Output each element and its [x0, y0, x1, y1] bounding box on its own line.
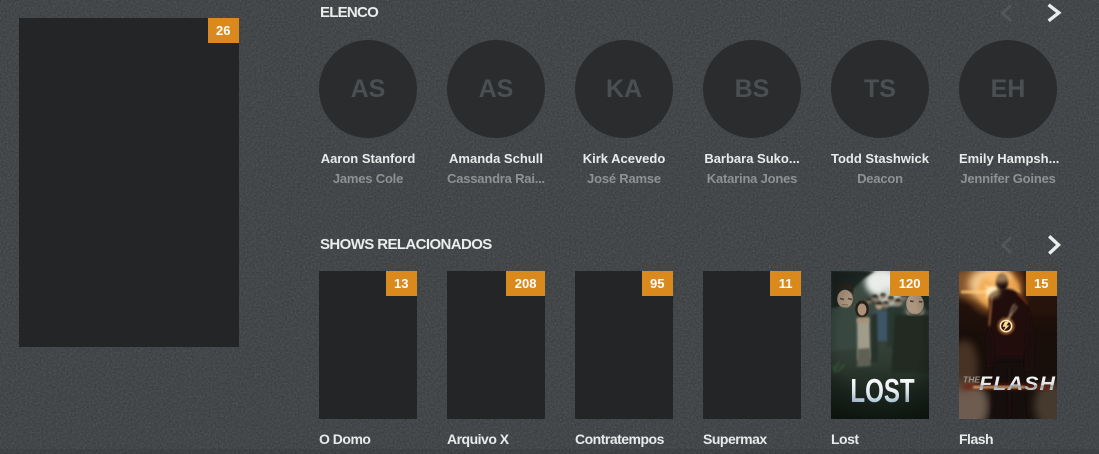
svg-text:THE: THE	[963, 375, 980, 385]
svg-text:FLASH: FLASH	[979, 374, 1056, 395]
